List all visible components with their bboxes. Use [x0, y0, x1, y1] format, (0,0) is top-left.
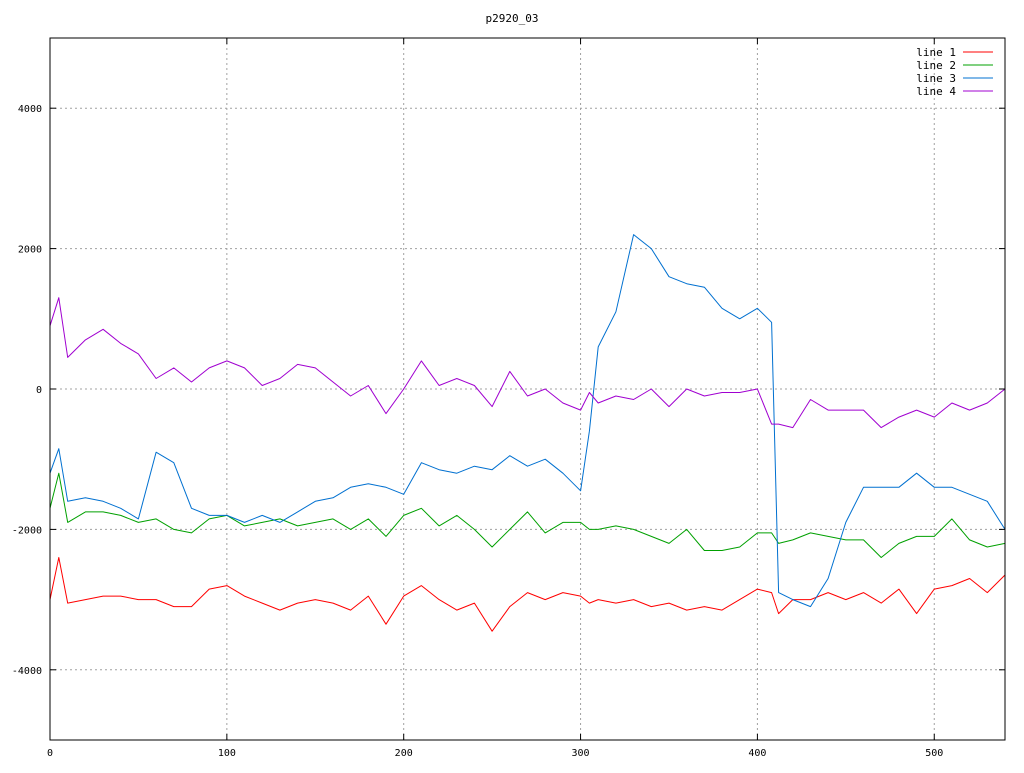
- x-tick-label: 200: [395, 748, 413, 759]
- series-line-3: [49, 234, 1006, 608]
- y-tick-label: 4000: [18, 104, 42, 115]
- grid-layer: [50, 38, 1005, 740]
- tick-layer: 0 100 200 300 400 500 -4000 -2000 0 2000 4000: [12, 38, 1005, 759]
- y-tick-label: -4000: [12, 666, 42, 677]
- x-tick-label: 400: [748, 748, 766, 759]
- series-line-1: [49, 557, 1006, 632]
- x-tick-label: 500: [925, 748, 943, 759]
- x-tick-label: 100: [218, 748, 236, 759]
- chart-title: p2920_03: [486, 12, 539, 25]
- legend-label: line 2: [916, 59, 956, 72]
- y-tick-label: -2000: [12, 525, 42, 536]
- series-layer: [49, 234, 1006, 632]
- legend-label: line 3: [916, 72, 956, 85]
- x-tick-label: 300: [572, 748, 590, 759]
- y-tick-label: 2000: [18, 245, 42, 256]
- y-tick-label: 0: [36, 385, 42, 396]
- x-tick-label: 0: [47, 748, 53, 759]
- series-line-4: [49, 297, 1006, 429]
- series-line-2: [49, 472, 1006, 558]
- legend-label: line 1: [916, 46, 956, 59]
- legend-label: line 4: [916, 85, 956, 98]
